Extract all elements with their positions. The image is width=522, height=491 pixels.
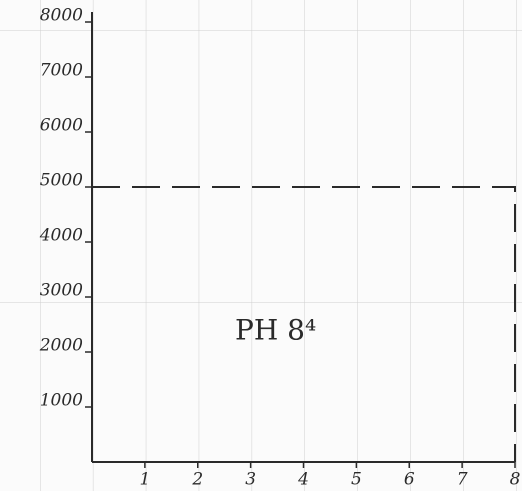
x-tick-label: 7 <box>457 470 468 490</box>
y-tick-label: 2000 <box>39 336 83 356</box>
y-tick-label: 6000 <box>40 116 83 136</box>
x-tick-label: 4 <box>297 470 309 490</box>
data-line <box>92 186 516 462</box>
y-tick-label: 5000 <box>40 171 83 191</box>
x-tick-label: 6 <box>404 470 415 490</box>
annotation: PH 8⁴ <box>235 314 316 347</box>
x-tick-label: 3 <box>245 470 256 490</box>
y-tick-label: 8000 <box>40 6 83 26</box>
y-tick-label: 4000 <box>39 226 83 246</box>
x-tick-label: 2 <box>191 470 203 490</box>
x-tick-label: 8 <box>510 470 521 490</box>
y-tick-label: 1000 <box>40 391 83 411</box>
y-tick-label: 7000 <box>40 61 83 81</box>
x-tick-label: 5 <box>351 470 362 490</box>
x-tick-label: 1 <box>139 470 150 490</box>
y-tick-label: 3000 <box>40 281 83 301</box>
